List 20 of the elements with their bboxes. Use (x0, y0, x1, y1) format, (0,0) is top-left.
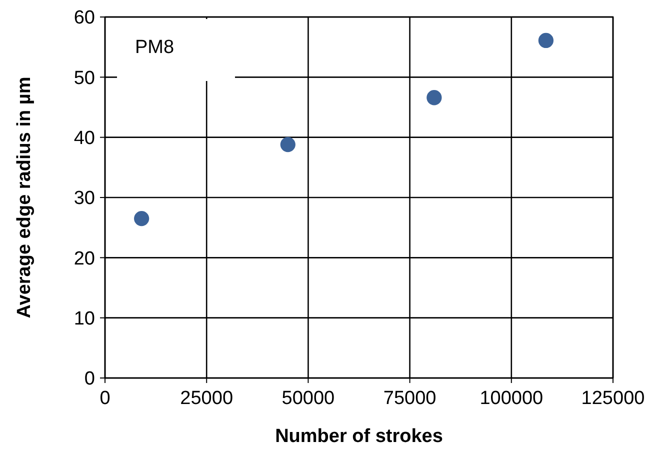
x-tick-label: 25000 (180, 388, 234, 409)
x-tick-label: 75000 (383, 388, 436, 409)
y-tick-label: 60 (74, 8, 95, 29)
y-axis-title: Average edge radius in µm (14, 76, 35, 318)
y-tick-label: 10 (74, 308, 95, 330)
point (426, 90, 442, 106)
point (538, 32, 554, 48)
x-tick-label: 125000 (581, 388, 645, 409)
x-tick-label: 50000 (282, 388, 335, 409)
point (134, 211, 150, 226)
x-axis-title: Number of strokes (275, 426, 443, 447)
x-tick-label: 100000 (480, 388, 544, 409)
annotation: PM8 (135, 37, 174, 58)
y-tick-label: 20 (74, 248, 95, 270)
y-tick-label: 50 (74, 68, 95, 89)
y-tick-label: 0 (84, 368, 95, 390)
y-tick-label: 40 (74, 128, 95, 149)
y-tick-label: 30 (74, 188, 95, 210)
x-tick-label: 0 (100, 388, 110, 409)
point (280, 137, 296, 152)
